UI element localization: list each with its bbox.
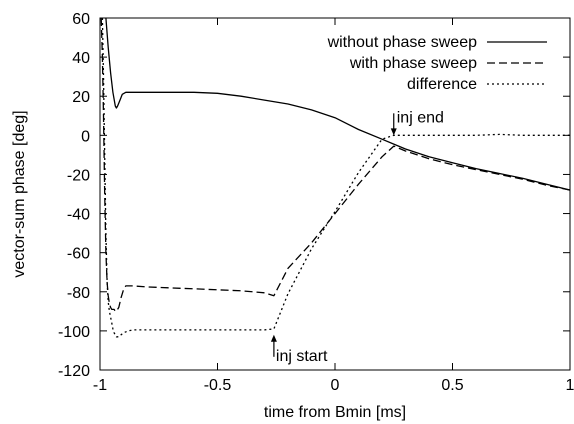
legend-label-1: without phase sweep (327, 34, 478, 51)
x-tick-label: 0.5 (441, 377, 463, 394)
plot-frame (99, 17, 571, 371)
x-tick-label: -0.5 (204, 377, 232, 394)
annotation-arrowhead-1 (270, 334, 277, 342)
series-line-3 (101, 18, 570, 338)
series-layer (100, 18, 570, 338)
y-tick-label: 40 (72, 50, 90, 67)
y-tick-label: -40 (67, 207, 90, 224)
plot-frame-group (99, 17, 571, 371)
series-line-1 (105, 18, 570, 191)
y-tick-label: -60 (67, 246, 90, 263)
y-tick-label: -120 (58, 363, 90, 380)
x-tick-label: 0 (331, 377, 340, 394)
series-line-2 (100, 18, 570, 312)
annotation-label-1: inj start (276, 348, 328, 365)
annotation-label-2: inj end (397, 109, 444, 126)
y-tick-label: -100 (58, 324, 90, 341)
legend: without phase sweep with phase sweep diffe… (327, 34, 547, 93)
y-tick-label: -80 (67, 285, 90, 302)
y-tick-label: 60 (72, 11, 90, 28)
x-tick-label: 1 (566, 377, 574, 394)
legend-label-3: difference (407, 76, 477, 93)
y-tick-label: 20 (72, 89, 90, 106)
legend-label-2: with phase sweep (349, 55, 477, 72)
y-tick-label: -20 (67, 167, 90, 184)
annotations: inj start inj end (270, 109, 444, 365)
x-axis-label: time from Bmin [ms] (264, 404, 406, 421)
y-axis-label: vector-sum phase [deg] (11, 110, 28, 277)
axis-ticks: -1 -0.5 0 0.5 1 -120 -100 -80 -60 -40 -20 0 20 40 60 (58, 11, 574, 394)
annotation-arrowhead-2 (390, 128, 397, 136)
x-tick-label: -1 (93, 377, 107, 394)
y-tick-label: 0 (81, 128, 90, 145)
